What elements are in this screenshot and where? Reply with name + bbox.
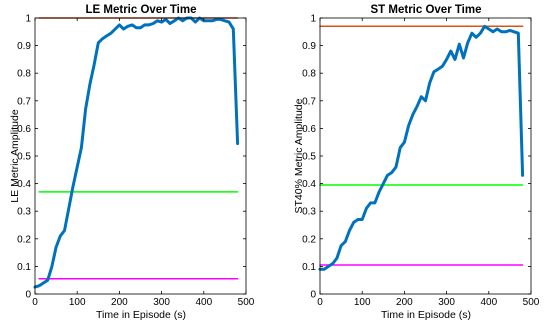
x-axis-label: Time in Episode (s) xyxy=(381,309,471,321)
x-tick-label: 500 xyxy=(523,297,540,308)
y-axis-label: LE Metric Amplitude xyxy=(9,109,21,203)
y-tick-label: 0.4 xyxy=(302,179,316,190)
y-tick-label: 0.1 xyxy=(17,262,31,273)
le-metric-panel: LE Metric Over Time Time in Episode (s) … xyxy=(9,4,255,321)
x-tick-label: 400 xyxy=(195,297,212,308)
y-tick-label: 0.5 xyxy=(17,152,31,163)
x-axis-label: Time in Episode (s) xyxy=(96,309,186,321)
metric-series-line xyxy=(318,24,525,271)
y-tick-label: 0.5 xyxy=(302,152,316,163)
x-tick-label: 400 xyxy=(480,297,497,308)
plot-area: 0 100 200 300 400 500 0 0.1 0.2 0.3 0.4 0.5 0.6 0.7 0.… xyxy=(17,14,255,309)
x-tick-label: 500 xyxy=(238,297,255,308)
x-tick-label: 100 xyxy=(354,297,371,308)
x-tick-label: 200 xyxy=(396,297,413,308)
y-tick-label: 0 xyxy=(310,290,316,301)
y-tick-label: 0.9 xyxy=(302,41,316,52)
y-tick-label: 0.4 xyxy=(17,179,31,190)
x-tick-label: 200 xyxy=(111,297,128,308)
plot-frame xyxy=(34,17,247,295)
y-tick-label: 1 xyxy=(310,14,316,25)
y-tick-label: 0 xyxy=(25,290,31,301)
y-tick-label: 0.7 xyxy=(17,96,31,107)
st-metric-panel: ST Metric Over Time Time in Episode (s) … xyxy=(293,4,540,321)
y-tick-label: 0.9 xyxy=(17,41,31,52)
y-tick-label: 0.8 xyxy=(302,69,316,80)
x-tick-label: 100 xyxy=(69,297,86,308)
plot-area: 0 100 200 300 400 500 0 0.1 0.2 0.3 0.4 0.5 0.6 0.7 0.… xyxy=(302,14,540,309)
x-tick-label: 0 xyxy=(32,297,38,308)
y-axis-label: ST40% Metric Amplitude xyxy=(293,98,305,213)
metric-series-line xyxy=(33,16,240,289)
chart-title: LE Metric Over Time xyxy=(86,4,197,16)
y-tick-label: 0.3 xyxy=(17,207,31,218)
y-tick-label: 0.2 xyxy=(17,234,31,245)
y-tick-label: 0.8 xyxy=(17,69,31,80)
y-tick-label: 0.6 xyxy=(17,124,31,135)
x-tick-label: 0 xyxy=(317,297,323,308)
y-tick-label: 0.6 xyxy=(302,124,316,135)
x-tick-label: 300 xyxy=(153,297,170,308)
y-tick-label: 0.1 xyxy=(302,262,316,273)
chart-title: ST Metric Over Time xyxy=(371,4,482,16)
y-tick-label: 1 xyxy=(25,14,31,25)
y-tick-label: 0.7 xyxy=(302,96,316,107)
plot-frame xyxy=(319,17,532,295)
y-tick-label: 0.2 xyxy=(302,234,316,245)
y-tick-label: 0.3 xyxy=(302,207,316,218)
x-tick-label: 300 xyxy=(438,297,455,308)
